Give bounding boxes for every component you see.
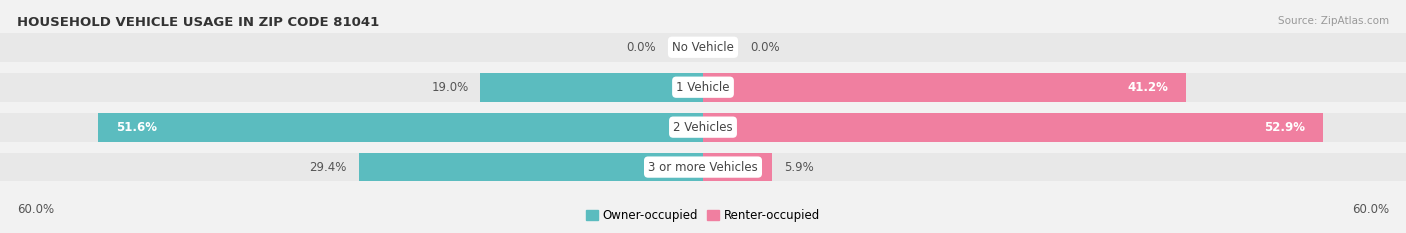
Bar	[0, 33, 1406, 62]
Text: 52.9%: 52.9%	[1264, 121, 1305, 134]
Text: 3 or more Vehicles: 3 or more Vehicles	[648, 161, 758, 174]
Bar	[703, 73, 1185, 102]
Bar	[0, 153, 1406, 182]
Bar	[481, 73, 703, 102]
Bar	[703, 113, 1323, 141]
Text: 19.0%: 19.0%	[432, 81, 468, 94]
Legend: Owner-occupied, Renter-occupied: Owner-occupied, Renter-occupied	[581, 205, 825, 227]
Text: 51.6%: 51.6%	[115, 121, 157, 134]
Bar	[359, 153, 703, 182]
Bar	[0, 113, 1406, 141]
Text: 0.0%: 0.0%	[749, 41, 779, 54]
Text: 1 Vehicle: 1 Vehicle	[676, 81, 730, 94]
Text: 60.0%: 60.0%	[17, 203, 53, 216]
Text: 0.0%: 0.0%	[627, 41, 657, 54]
Bar	[703, 153, 772, 182]
Text: 5.9%: 5.9%	[785, 161, 814, 174]
Text: HOUSEHOLD VEHICLE USAGE IN ZIP CODE 81041: HOUSEHOLD VEHICLE USAGE IN ZIP CODE 8104…	[17, 16, 380, 29]
Bar	[98, 113, 703, 141]
Text: No Vehicle: No Vehicle	[672, 41, 734, 54]
Text: 29.4%: 29.4%	[309, 161, 347, 174]
Text: Source: ZipAtlas.com: Source: ZipAtlas.com	[1278, 16, 1389, 26]
Text: 41.2%: 41.2%	[1128, 81, 1168, 94]
Text: 2 Vehicles: 2 Vehicles	[673, 121, 733, 134]
Bar	[0, 73, 1406, 102]
Text: 60.0%: 60.0%	[1353, 203, 1389, 216]
